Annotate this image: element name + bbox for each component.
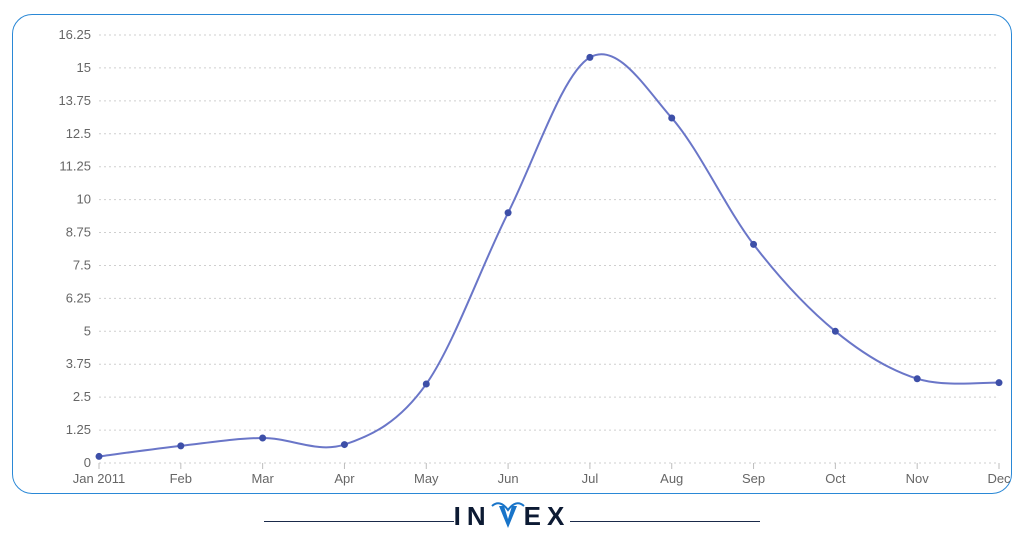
logo-v-icon (490, 502, 526, 532)
data-point[interactable] (750, 241, 757, 248)
data-point[interactable] (423, 380, 430, 387)
y-tick-label: 7.5 (73, 257, 91, 272)
y-tick-label: 16.25 (58, 27, 91, 42)
y-tick-label: 11.25 (59, 159, 91, 174)
data-point[interactable] (586, 54, 593, 61)
x-axis-labels: Jan 2011 Feb Mar Apr May Jun Jul Aug Sep Oct Nov De… (73, 471, 1011, 486)
y-tick-label: 1.25 (66, 422, 91, 437)
brand-logo: IN EX (0, 501, 1024, 532)
data-point[interactable] (341, 441, 348, 448)
x-tick-label: Jan 2011 (73, 471, 126, 486)
x-tick-label: Sep (742, 471, 765, 486)
chart-container: 0 1.25 2.5 3.75 5 6.25 7.5 8.75 10 11.25 12.5 13.75… (13, 15, 1011, 493)
data-point[interactable] (259, 434, 266, 441)
logo-text-right: EX (524, 501, 571, 532)
data-point[interactable] (832, 328, 839, 335)
y-tick-label: 10 (77, 192, 91, 207)
data-point[interactable] (177, 442, 184, 449)
series-markers (96, 54, 1003, 460)
data-point[interactable] (505, 209, 512, 216)
logo-rule-left (264, 521, 454, 522)
grid (99, 35, 999, 463)
y-tick-label: 6.25 (66, 290, 91, 305)
data-point[interactable] (668, 114, 675, 121)
x-tick-label: Feb (170, 471, 192, 486)
logo-text-left: IN (454, 501, 492, 532)
y-axis-labels: 0 1.25 2.5 3.75 5 6.25 7.5 8.75 10 11.25 12.5 13.75… (58, 27, 91, 470)
x-tick-label: Dec (987, 471, 1011, 486)
x-tick-label: Oct (825, 471, 846, 486)
y-tick-label: 5 (84, 323, 91, 338)
y-tick-label: 0 (84, 455, 91, 470)
x-tick-label: Jun (498, 471, 519, 486)
y-tick-label: 12.5 (66, 126, 91, 141)
x-tick-label: Jul (582, 471, 599, 486)
y-tick-label: 2.5 (73, 389, 91, 404)
line-chart: 0 1.25 2.5 3.75 5 6.25 7.5 8.75 10 11.25 12.5 13.75… (13, 15, 1013, 495)
data-point[interactable] (996, 379, 1003, 386)
y-tick-label: 8.75 (66, 225, 91, 240)
x-tick-label: Mar (251, 471, 274, 486)
logo-rule-right (570, 521, 760, 522)
y-tick-label: 15 (77, 60, 91, 75)
data-point[interactable] (914, 375, 921, 382)
x-tick-label: Apr (334, 471, 355, 486)
x-tick-label: Nov (906, 471, 930, 486)
x-tick-label: May (414, 471, 439, 486)
chart-frame: 0 1.25 2.5 3.75 5 6.25 7.5 8.75 10 11.25 12.5 13.75… (12, 14, 1012, 494)
x-tick-label: Aug (660, 471, 683, 486)
series-line (99, 54, 999, 456)
y-tick-label: 3.75 (66, 356, 91, 371)
data-point[interactable] (96, 453, 103, 460)
logo-text: IN EX (454, 501, 571, 532)
y-tick-label: 13.75 (58, 93, 91, 108)
